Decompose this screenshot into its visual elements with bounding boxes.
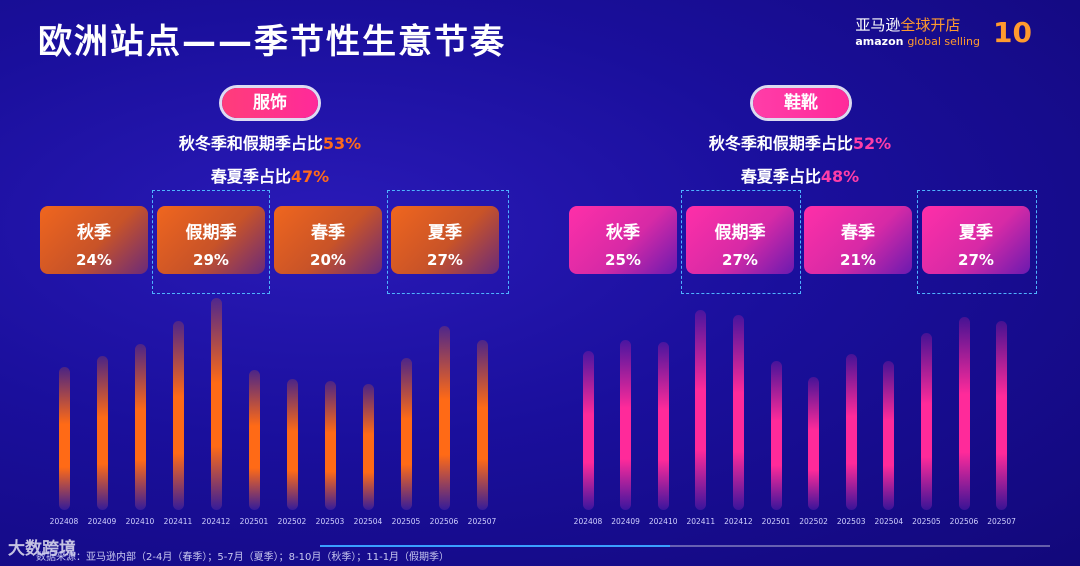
x-tick-label: 202410 xyxy=(648,517,678,526)
x-tick-label: 202411 xyxy=(163,517,193,526)
watermark: 大数跨境 xyxy=(8,539,76,559)
bar-202411 xyxy=(695,309,707,510)
highlight-box-summer xyxy=(917,190,1037,294)
shoes-panel: 鞋靴 秋冬季和假期季占比52% 春夏季占比48% 秋季 25% 假期季 27% … xyxy=(525,0,1045,540)
progress-track xyxy=(670,545,1050,547)
bar-202411 xyxy=(172,321,184,510)
x-tick-label: 202502 xyxy=(277,517,307,526)
x-tick-label: 202409 xyxy=(611,517,640,526)
x-tick-label: 202501 xyxy=(761,517,791,526)
season-card: 秋季 25% xyxy=(569,206,677,274)
brand-en-prefix: amazon xyxy=(855,35,904,48)
x-tick-label: 202504 xyxy=(874,517,904,526)
season-card: 夏季 27% xyxy=(922,206,1030,274)
bar-202506 xyxy=(958,316,970,510)
brand-logo: 亚马逊全球开店 amazon global selling xyxy=(855,14,980,48)
highlight-box-summer xyxy=(387,190,509,294)
apparel-panel: 服饰 秋冬季和假期季占比53% 春夏季占比47% 秋季 24% 假期季 29% … xyxy=(0,0,520,540)
bar-202410 xyxy=(134,344,146,510)
bar-202505 xyxy=(400,358,412,510)
x-tick-label: 202504 xyxy=(353,517,383,526)
bar-202410 xyxy=(657,342,669,510)
anniversary-badge: 10 xyxy=(993,16,1032,49)
season-card: 春季 21% xyxy=(804,206,912,274)
bar-202506 xyxy=(438,326,450,510)
bar-202502 xyxy=(808,376,820,510)
x-tick-label: 202502 xyxy=(799,517,828,526)
progress-line xyxy=(320,545,670,547)
bar-202409 xyxy=(620,339,632,510)
bar-202507 xyxy=(996,321,1008,510)
summary-line-1: 秋冬季和假期季占比52% xyxy=(708,134,892,153)
x-tick-label: 202410 xyxy=(125,517,155,526)
bar-202503 xyxy=(324,381,336,510)
highlight-box-holiday xyxy=(152,190,270,294)
season-card: 夏季 27% xyxy=(391,206,499,274)
brand-en-suffix: global selling xyxy=(907,35,980,48)
x-tick-label: 202506 xyxy=(949,517,979,526)
data-source-footnote: 数据来源：亚马逊内部（2-4月（春季）；5-7月（夏季）；8-10月（秋季）；1… xyxy=(36,552,450,563)
x-tick-label: 202503 xyxy=(315,517,345,526)
bar-202501 xyxy=(248,369,260,510)
highlight-box-holiday xyxy=(681,190,801,294)
x-tick-label: 202412 xyxy=(201,517,231,526)
x-tick-label: 202501 xyxy=(239,517,269,526)
page-title: 欧洲站点——季节性生意节奏 xyxy=(38,22,506,62)
bar-202408 xyxy=(582,351,594,510)
season-card: 假期季 29% xyxy=(157,206,265,274)
bar-202504 xyxy=(362,383,374,510)
bar-202408 xyxy=(58,367,70,510)
brand-cn-suffix: 全球开店 xyxy=(900,16,961,34)
x-tick-label: 202412 xyxy=(724,517,753,526)
x-tick-label: 202507 xyxy=(987,517,1016,526)
x-tick-label: 202409 xyxy=(87,517,117,526)
bar-202409 xyxy=(96,355,108,510)
bar-202412 xyxy=(210,298,222,510)
brand-cn-prefix: 亚马逊 xyxy=(855,16,901,34)
category-pill-apparel: 服饰 xyxy=(222,88,318,118)
summary-line-1: 秋冬季和假期季占比53% xyxy=(178,134,362,153)
bar-202507 xyxy=(476,339,488,510)
bar-202503 xyxy=(845,353,857,510)
summary-line-2: 春夏季占比48% xyxy=(740,167,860,186)
x-tick-label: 202503 xyxy=(836,517,866,526)
bar-202504 xyxy=(883,360,895,510)
category-pill-shoes: 鞋靴 xyxy=(753,88,849,118)
bar-202501 xyxy=(770,360,782,510)
bar-202502 xyxy=(286,378,298,510)
bar-202505 xyxy=(920,332,932,510)
x-tick-label: 202408 xyxy=(573,517,603,526)
season-card: 假期季 27% xyxy=(686,206,794,274)
x-tick-label: 202411 xyxy=(686,517,716,526)
x-tick-label: 202506 xyxy=(429,517,459,526)
x-tick-label: 202408 xyxy=(49,517,79,526)
x-tick-label: 202505 xyxy=(391,517,421,526)
x-tick-label: 202505 xyxy=(912,517,941,526)
x-tick-label: 202507 xyxy=(467,517,497,526)
season-card: 春季 20% xyxy=(274,206,382,274)
summary-line-2: 春夏季占比47% xyxy=(210,167,330,186)
bar-202412 xyxy=(732,314,744,510)
season-card: 秋季 24% xyxy=(40,206,148,274)
